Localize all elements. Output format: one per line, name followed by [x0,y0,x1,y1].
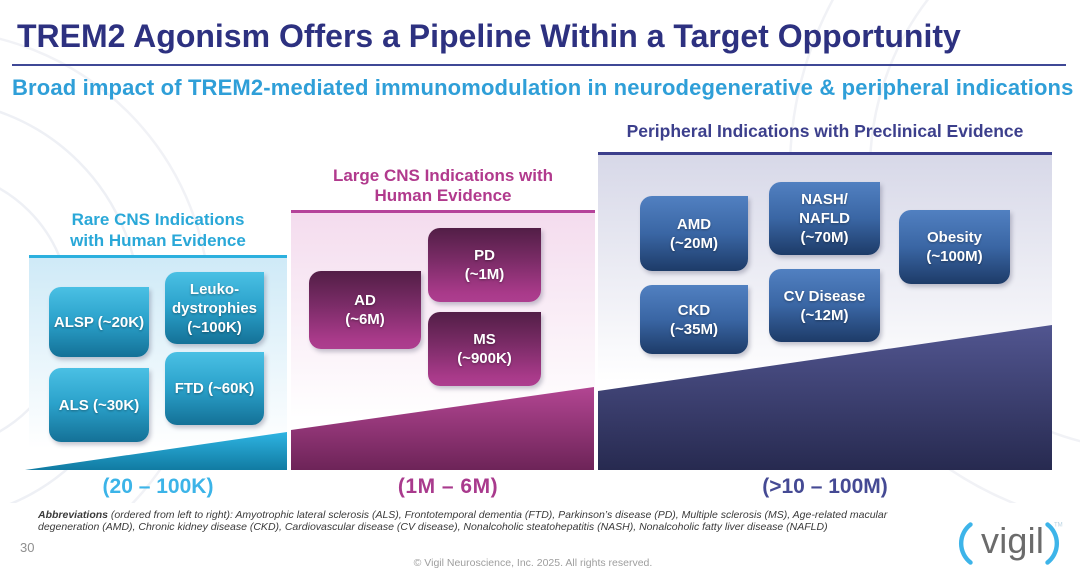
svg-text:TM: TM [1054,523,1063,529]
